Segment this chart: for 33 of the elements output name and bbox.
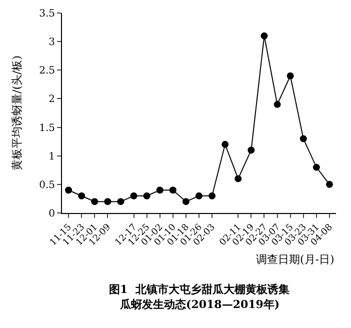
point: [208, 192, 216, 200]
y-axis-title: 黄板平均诱蚜量/(头/板): [10, 56, 24, 170]
point: [130, 192, 138, 200]
text: 图1 北镇市大屯乡甜瓜大棚黄板诱集: [109, 283, 290, 296]
point: [169, 186, 176, 194]
point: [248, 146, 255, 154]
text: 瓜蚜发生动态(2018—2019年): [119, 298, 280, 311]
point: [156, 186, 164, 194]
point: [104, 198, 112, 206]
point: [234, 175, 242, 182]
y-tick-label: 3: [48, 37, 55, 48]
y-tick-label: 1: [48, 151, 55, 162]
point: [326, 180, 333, 188]
point: [91, 198, 98, 206]
point: [182, 198, 190, 206]
x-axis-title: 调查日期(月-日): [256, 253, 334, 266]
y-tick-label: 3.5: [39, 8, 55, 20]
point: [274, 100, 281, 108]
point: [117, 198, 124, 206]
point: [286, 72, 294, 80]
point: [260, 32, 268, 40]
y-tick-label: 2: [48, 94, 55, 106]
y-tick-label: 0.5: [39, 180, 55, 191]
point: [65, 186, 72, 194]
point: [312, 164, 320, 171]
y-tick-label: 0: [48, 208, 55, 220]
y-tick-label: 2.5: [39, 66, 55, 77]
point: [196, 192, 202, 200]
point: [78, 192, 86, 200]
point: [300, 135, 307, 142]
y-tick-label: 1.5: [39, 122, 55, 134]
point: [143, 192, 150, 200]
point: [222, 140, 229, 148]
